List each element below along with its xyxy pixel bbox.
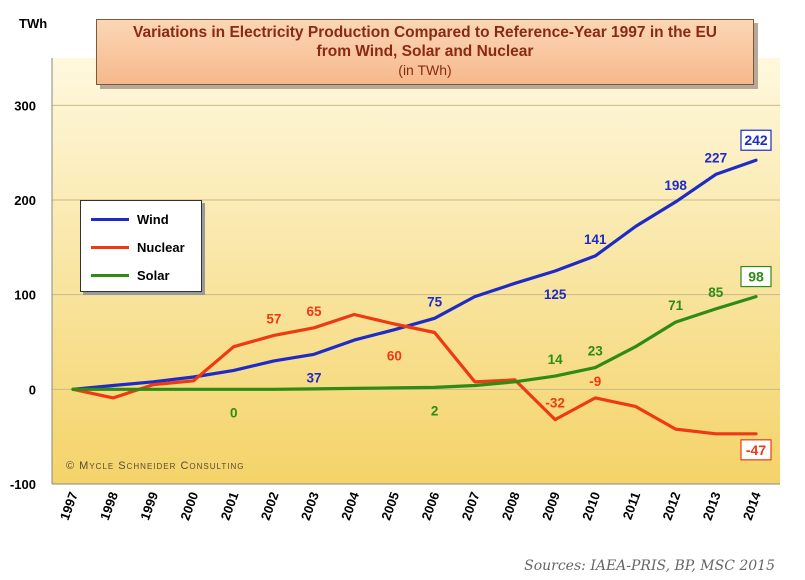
data-label-wind: 198: [664, 178, 687, 193]
chart-title: Variations in Electricity Production Com…: [132, 24, 717, 41]
legend-swatch-solar: [91, 273, 129, 277]
data-label-wind: 141: [584, 232, 607, 247]
data-label-solar: 85: [708, 285, 724, 300]
y-tick-label: 0: [29, 382, 36, 397]
series-line-solar: [71, 295, 758, 391]
legend-swatch-nuclear: [91, 245, 129, 249]
data-label-wind: 227: [705, 150, 728, 165]
x-tick-label: 2008: [499, 490, 523, 522]
data-labels-layer: 37 75 125 141 198 227 242 57 65 60 -32 -9 -47 0 2 14 23 7…: [230, 129, 772, 461]
y-axis-label: TWh: [19, 16, 48, 31]
x-axis-ticks: 1997 1998 1999 2000 2001 2002 2003 2004 2005 2006…: [57, 489, 764, 522]
x-tick-label: 1997: [57, 490, 81, 522]
boxed-label-frame-solar: [740, 265, 772, 288]
data-label-nuclear: -9: [589, 374, 601, 389]
x-tick-label: 2013: [700, 490, 724, 522]
y-tick-label: 100: [14, 288, 36, 303]
x-tick-label: 2001: [218, 490, 242, 522]
chart-title-box: Variations in Electricity Production Com…: [96, 19, 754, 85]
data-label-wind: 125: [544, 287, 567, 302]
series-line-nuclear: [71, 312, 758, 436]
legend: Wind Nuclear Solar: [80, 200, 202, 292]
data-label-nuclear: 60: [387, 349, 402, 364]
legend-label-solar: Solar: [137, 267, 170, 283]
x-tick-label: 2011: [620, 490, 644, 522]
series-layer: [71, 158, 758, 436]
y-tick-label: -100: [10, 477, 36, 492]
data-label-nuclear: 65: [307, 304, 323, 319]
data-label-nuclear: 57: [266, 311, 281, 326]
chart-subtitle: (in TWh): [398, 62, 452, 78]
legend-label-nuclear: Nuclear: [137, 239, 185, 255]
legend-swatch-wind: [91, 217, 129, 221]
x-tick-label: 2003: [298, 490, 322, 522]
x-tick-label: 2009: [539, 490, 563, 522]
x-tick-label: 2004: [338, 489, 362, 522]
chart-title-line2: from Wind, Solar and Nuclear: [316, 43, 534, 60]
data-label-wind: 37: [307, 370, 322, 385]
x-tick-label: 1999: [137, 490, 161, 522]
boxed-label-frame-wind: [740, 129, 772, 151]
x-tick-label: 1998: [97, 490, 121, 522]
x-tick-label: 2005: [378, 490, 402, 522]
legend-label-wind: Wind: [137, 211, 169, 227]
legend-item-nuclear: Nuclear: [91, 239, 185, 255]
data-label-wind: 75: [427, 294, 443, 309]
legend-item-wind: Wind: [91, 211, 169, 227]
x-tick-label: 2006: [418, 490, 442, 522]
y-tick-label: 300: [14, 98, 36, 113]
data-label-solar: 23: [588, 344, 604, 359]
x-tick-label: 2012: [659, 490, 683, 522]
data-label-solar: 0: [230, 405, 238, 420]
source-note: Sources: IAEA-PRIS, BP, MSC 2015: [524, 558, 775, 574]
y-axis-ticks: 300 200 100 0 -100: [10, 98, 36, 492]
data-label-solar: 71: [668, 298, 684, 313]
data-label-nuclear: -47: [746, 442, 766, 458]
data-label-solar: 2: [431, 403, 439, 418]
y-tick-label: 200: [14, 193, 36, 208]
data-label-solar: 98: [748, 269, 764, 285]
x-tick-label: 2010: [579, 490, 603, 522]
x-tick-label: 2007: [459, 490, 483, 522]
legend-item-solar: Solar: [91, 267, 170, 283]
data-label-wind: 242: [744, 132, 768, 148]
x-tick-label: 2002: [258, 490, 282, 522]
x-tick-label: 2000: [177, 490, 201, 522]
copyright-notice: © Mycle Schneider Consulting: [66, 460, 245, 472]
series-line-wind: [71, 158, 758, 391]
boxed-label-frame-nuclear: [740, 439, 772, 461]
data-label-nuclear: -32: [545, 396, 565, 411]
data-label-solar: 14: [548, 352, 564, 367]
x-tick-label: 2014: [740, 489, 764, 522]
